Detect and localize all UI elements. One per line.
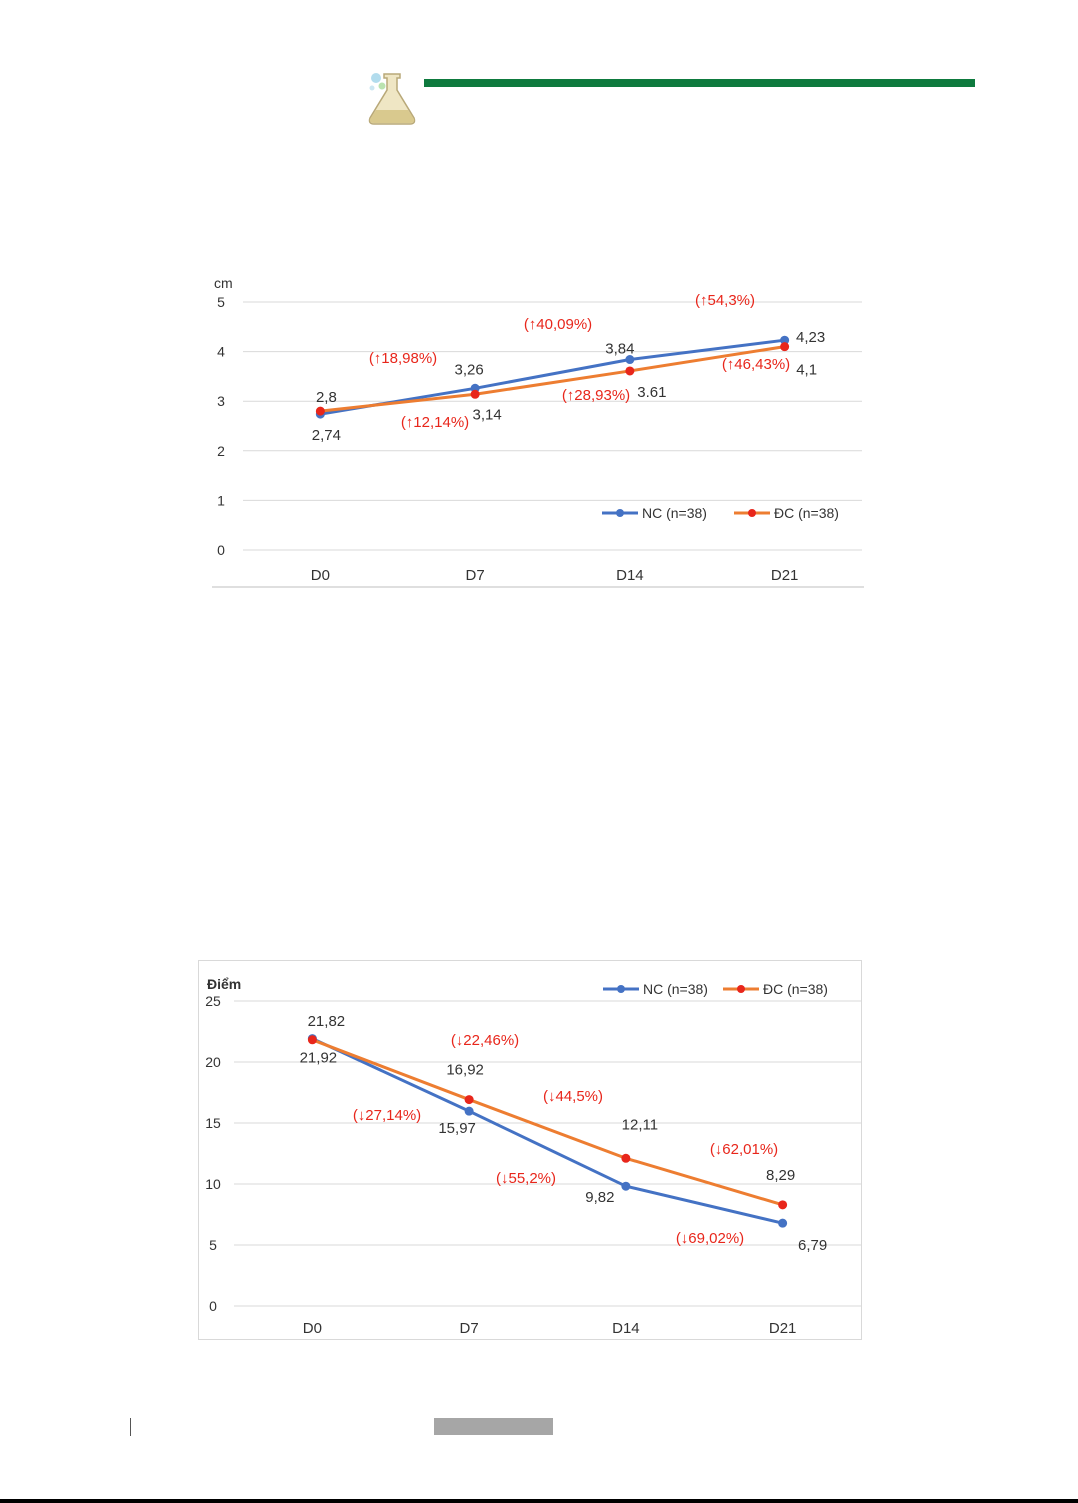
- data-point: [464, 1106, 474, 1116]
- data-point: [780, 335, 790, 345]
- x-tick-label: D0: [311, 567, 330, 584]
- annotation-label: (↑40,09%): [524, 316, 592, 333]
- data-label: 4,23: [796, 329, 825, 346]
- data-label: 21,92: [300, 1050, 338, 1067]
- data-label: 9,82: [585, 1189, 614, 1206]
- legend-label: NC (n=38): [642, 505, 707, 521]
- data-label: 15,97: [438, 1120, 476, 1137]
- y-tick-label: 3: [217, 393, 225, 409]
- flask-icon: [362, 66, 422, 126]
- chart-score: Điểm 0 5 10 15 20 25 D0 D7 D14 D21 21,82 21,92 16,92 1…: [198, 960, 862, 1340]
- data-label: 4,1: [796, 362, 817, 379]
- data-point: [470, 389, 480, 399]
- legend-label: ĐC (n=38): [763, 981, 828, 997]
- legend-swatch-marker: [617, 985, 625, 993]
- data-point: [778, 1218, 788, 1228]
- annotation-label: (↑28,93%): [562, 387, 630, 404]
- series-line: [320, 345, 785, 413]
- footer-divider: [130, 1418, 131, 1436]
- y-tick-label: 20: [205, 1054, 221, 1070]
- x-tick-label: D21: [771, 567, 799, 584]
- data-label: 2,74: [312, 427, 341, 444]
- data-point: [625, 366, 635, 376]
- y-tick-label: 0: [217, 542, 225, 558]
- data-point: [778, 1200, 788, 1210]
- chart-length: cm 0 1 2 3 4 5 D0 D7 D14 D21 2,8 2,74 3,26 3,14 3,84 3.6…: [212, 272, 864, 590]
- annotation-label: (↑18,98%): [369, 350, 437, 367]
- data-label: 12,11: [622, 1116, 658, 1133]
- y-axis-label: Điểm: [207, 976, 241, 992]
- annotation-label: (↓69,02%): [676, 1230, 744, 1247]
- footer-block: [434, 1418, 553, 1435]
- data-label: 21,82: [308, 1013, 346, 1030]
- annotation-label: (↓27,14%): [353, 1107, 421, 1124]
- data-label: 6,79: [798, 1237, 827, 1254]
- series-line: [311, 1038, 784, 1207]
- data-label: 8,29: [766, 1167, 795, 1184]
- annotation-label: (↑54,3%): [695, 292, 755, 309]
- y-axis-label: cm: [214, 275, 233, 291]
- legend-label: NC (n=38): [643, 981, 708, 997]
- data-point: [307, 1035, 317, 1045]
- data-label: 3,14: [473, 406, 502, 423]
- y-tick-label: 5: [217, 294, 225, 310]
- page-bottom-rule: [0, 1499, 1078, 1503]
- annotation-label: (↓22,46%): [451, 1032, 519, 1049]
- legend-swatch-marker: [737, 985, 745, 993]
- data-point: [780, 342, 790, 352]
- data-label: 3,84: [605, 341, 634, 358]
- annotation-label: (↑12,14%): [401, 414, 469, 431]
- data-label: 16,92: [446, 1062, 484, 1079]
- header-rule: [424, 79, 975, 87]
- y-tick-label: 2: [217, 443, 225, 459]
- x-tick-label: D21: [769, 1320, 797, 1337]
- legend-swatch-marker: [748, 509, 756, 517]
- data-point: [621, 1181, 631, 1191]
- data-point: [315, 406, 325, 416]
- data-label: 3,26: [455, 361, 484, 378]
- data-label: 3.61: [637, 384, 666, 401]
- legend-label: ĐC (n=38): [774, 505, 839, 521]
- x-tick-label: D0: [303, 1320, 322, 1337]
- data-label: 2,8: [316, 389, 337, 406]
- legend-swatch-marker: [616, 509, 624, 517]
- y-tick-label: 0: [209, 1298, 217, 1314]
- annotation-label: (↓62,01%): [710, 1141, 778, 1158]
- y-tick-label: 1: [217, 492, 225, 508]
- annotation-label: (↑46,43%): [722, 356, 790, 373]
- x-tick-label: D14: [612, 1320, 640, 1337]
- data-point: [464, 1095, 474, 1105]
- data-point: [621, 1153, 631, 1163]
- data-point: [625, 355, 635, 365]
- y-tick-label: 10: [205, 1176, 221, 1192]
- y-tick-label: 4: [217, 344, 225, 360]
- annotation-label: (↓55,2%): [496, 1170, 556, 1187]
- x-tick-label: D7: [460, 1320, 479, 1337]
- series-line: [311, 1037, 783, 1225]
- y-tick-label: 5: [209, 1237, 217, 1253]
- x-tick-label: D14: [616, 567, 644, 584]
- annotation-label: (↓44,5%): [543, 1088, 603, 1105]
- y-tick-label: 25: [205, 993, 221, 1009]
- x-tick-label: D7: [466, 567, 485, 584]
- y-tick-label: 15: [205, 1115, 221, 1131]
